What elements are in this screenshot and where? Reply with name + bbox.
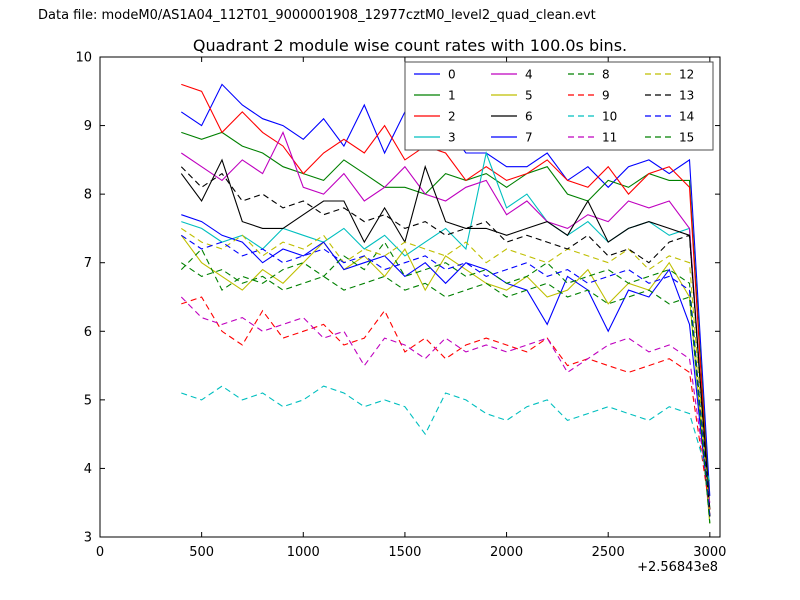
legend-label-15: 15 [679,131,694,145]
legend-label-13: 13 [679,89,694,103]
series-line-15 [180,262,711,524]
legend-label-1: 1 [448,89,456,103]
series-line-8 [180,241,711,517]
series-line-5 [180,234,711,524]
legend-label-11: 11 [602,131,617,145]
legend-label-12: 12 [679,68,694,82]
legend-box [404,61,714,151]
x-tick-label: 500 [189,545,214,560]
y-tick-label: 7 [84,256,92,271]
series-line-6 [180,158,711,510]
x-tick-label: 1500 [388,545,421,560]
legend-label-8: 8 [602,68,610,82]
x-tick-label: 0 [96,545,104,560]
y-tick-label: 8 [84,188,92,203]
axes-frame [99,56,721,538]
legend-label-5: 5 [525,89,533,103]
legend-label-4: 4 [525,68,533,82]
series-line-12 [180,227,711,517]
y-tick-label: 6 [84,325,92,340]
x-tick-label: 1000 [287,545,320,560]
x-tick-label: 3000 [693,545,726,560]
series-line-1 [181,131,711,510]
y-tick-label: 10 [75,51,92,66]
legend-label-0: 0 [448,68,456,82]
legend-label-2: 2 [448,110,456,124]
series-line-3 [181,151,711,524]
series-line-14 [180,234,711,517]
series-line-10 [181,385,711,483]
series-line-2 [181,83,711,517]
series-line-4 [180,131,711,517]
y-tick-label: 3 [84,531,92,546]
x-axis-offset-label: +2.56843e8 [637,560,718,575]
series-line-9 [181,296,711,510]
series-line-7 [181,214,711,517]
y-tick-label: 5 [84,393,92,408]
legend-label-3: 3 [448,131,456,145]
series-line-13 [180,166,711,517]
legend-label-10: 10 [602,110,617,124]
legend-label-7: 7 [525,131,533,145]
y-tick-label: 9 [84,119,92,134]
legend-label-6: 6 [525,110,533,124]
x-tick-label: 2000 [490,545,523,560]
x-tick-label: 2500 [592,545,625,560]
data-file-label: Data file: modeM0/AS1A04_112T01_90000019… [38,8,596,23]
series-line-11 [180,296,711,503]
legend-label-9: 9 [602,89,610,103]
chart-title: Quadrant 2 module wise count rates with … [192,36,628,55]
legend-label-14: 14 [679,110,694,124]
y-tick-label: 4 [84,462,92,477]
